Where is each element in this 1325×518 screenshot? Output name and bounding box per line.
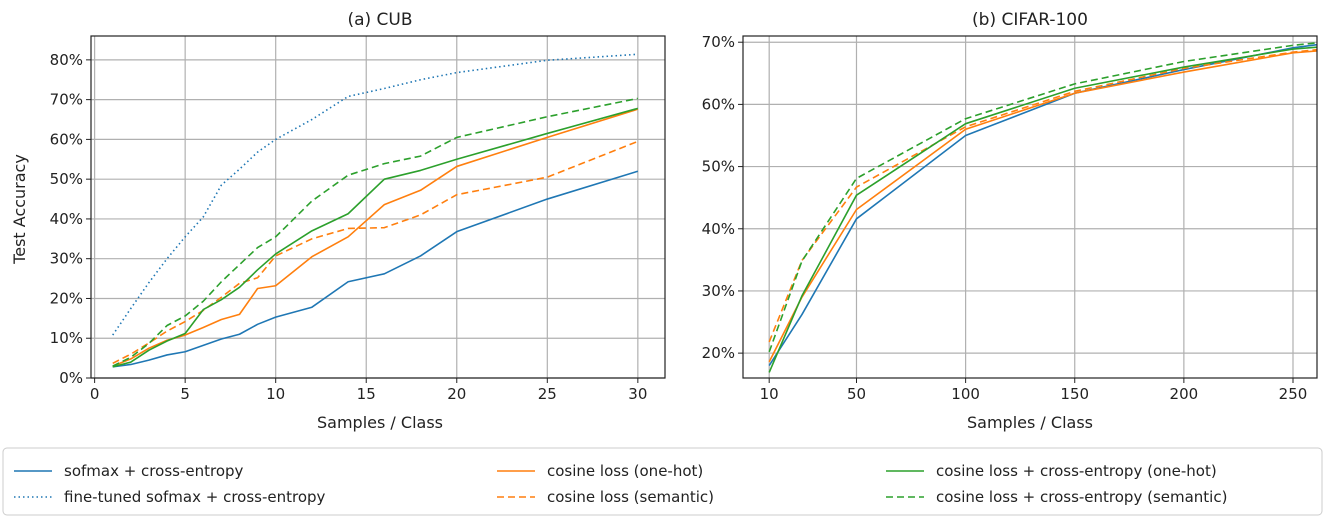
cub-ytick-label-6: 60% bbox=[50, 130, 83, 148]
cub-series-line-4 bbox=[112, 107, 639, 368]
cifar-series-line-3 bbox=[768, 46, 1317, 373]
legend-items: sofmax + cross-entropy fine-tuned sofmax … bbox=[14, 462, 1227, 506]
legend-label-5: cosine loss + cross-entropy (semantic) bbox=[936, 488, 1227, 506]
legend-label-0: sofmax + cross-entropy bbox=[64, 462, 244, 480]
cub-xtick-label-4: 20 bbox=[447, 385, 466, 403]
chart-cub-title: (a) CUB bbox=[347, 10, 412, 30]
cifar-ytick-label-3: 50% bbox=[702, 158, 735, 176]
cub-xtick-label-3: 15 bbox=[357, 385, 376, 403]
cifar-series-group bbox=[768, 42, 1317, 373]
chart-cifar: (b) CIFAR-100 Samples / Class 10 50 100 150… bbox=[702, 10, 1318, 432]
cifar-series-line-4 bbox=[768, 42, 1317, 353]
cub-series-line-0 bbox=[112, 170, 639, 368]
cifar-ytick-label-4: 60% bbox=[702, 95, 735, 113]
cub-series-group bbox=[112, 53, 639, 368]
chart-cifar-title: (b) CIFAR-100 bbox=[972, 10, 1088, 30]
cifar-xtick-label-2: 100 bbox=[951, 385, 980, 403]
cub-series-line-2 bbox=[112, 108, 639, 367]
chart-cifar-xlabel: Samples / Class bbox=[967, 413, 1093, 432]
legend-frame bbox=[2, 447, 1323, 516]
legend-label-3: cosine loss (semantic) bbox=[547, 488, 714, 506]
cub-ytick-label-8: 80% bbox=[50, 51, 83, 69]
cub-ytick-label-3: 30% bbox=[50, 250, 83, 268]
cub-ytick-label-4: 40% bbox=[50, 210, 83, 228]
cub-ytick-label-0: 0% bbox=[59, 369, 83, 387]
cub-xtick-label-6: 30 bbox=[628, 385, 647, 403]
cifar-xtick-label-1: 50 bbox=[847, 385, 866, 403]
legend: sofmax + cross-entropy fine-tuned sofmax … bbox=[2, 447, 1323, 516]
cifar-ytick-label-0: 20% bbox=[702, 344, 735, 362]
cub-series-line-1 bbox=[112, 53, 638, 336]
cifar-ytick-label-5: 70% bbox=[702, 33, 735, 51]
cifar-axes-frame bbox=[742, 35, 1318, 379]
cub-series-line-5 bbox=[112, 97, 638, 367]
chart-cub: (a) CUB Samples / Class Test Accuracy 0 5… bbox=[10, 10, 666, 432]
cifar-ytick-label-2: 40% bbox=[702, 220, 735, 238]
cifar-xtick-label-4: 200 bbox=[1170, 385, 1199, 403]
cub-xtick-label-0: 0 bbox=[90, 385, 100, 403]
cub-xtick-label-5: 25 bbox=[538, 385, 557, 403]
chart-cifar-plot-area: 10 50 100 150 200 250 20% 30% 40% 50% 60% 70% bbox=[702, 33, 1318, 403]
legend-label-4: cosine loss + cross-entropy (one-hot) bbox=[936, 462, 1217, 480]
legend-label-2: cosine loss (one-hot) bbox=[547, 462, 703, 480]
chart-cub-plot-area: 0 5 10 15 20 25 30 0% 10% 20% 30% 40% 50% 60% 70% 80% bbox=[50, 35, 666, 403]
cifar-xtick-label-3: 150 bbox=[1060, 385, 1089, 403]
cub-axes-frame bbox=[90, 35, 666, 379]
cub-ytick-label-2: 20% bbox=[50, 289, 83, 307]
cub-ytick-label-1: 10% bbox=[50, 329, 83, 347]
cub-xtick-label-2: 10 bbox=[266, 385, 285, 403]
cub-ytick-label-7: 70% bbox=[50, 91, 83, 109]
cifar-ytick-label-1: 30% bbox=[702, 282, 735, 300]
chart-cub-xlabel: Samples / Class bbox=[317, 413, 443, 432]
cub-ytick-label-5: 50% bbox=[50, 170, 83, 188]
cub-series-line-3 bbox=[112, 140, 639, 365]
cub-xtick-label-1: 5 bbox=[180, 385, 190, 403]
legend-label-1: fine-tuned sofmax + cross-entropy bbox=[64, 488, 326, 506]
cifar-xtick-label-0: 10 bbox=[760, 385, 779, 403]
chart-cub-ylabel: Test Accuracy bbox=[10, 154, 29, 265]
cifar-xtick-label-5: 250 bbox=[1279, 385, 1308, 403]
cifar-series-line-1 bbox=[768, 50, 1317, 363]
